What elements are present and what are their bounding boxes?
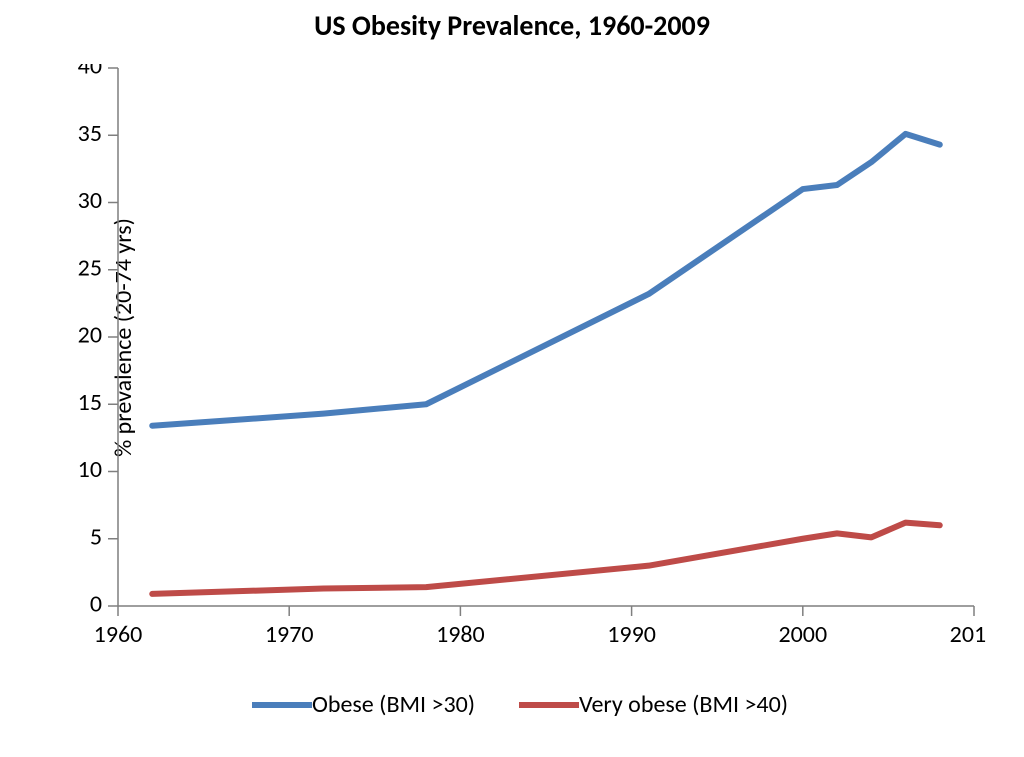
y-tick-label: 5 xyxy=(90,522,102,551)
x-tick-label: 1960 xyxy=(94,620,143,649)
legend-swatch-0 xyxy=(252,702,312,708)
y-tick-label: 0 xyxy=(90,590,102,619)
x-tick-label: 1980 xyxy=(436,620,485,649)
y-tick-label: 35 xyxy=(78,119,102,148)
x-tick-label: 2010 xyxy=(950,620,986,649)
legend-swatch-1 xyxy=(519,702,579,708)
plot-area: 0 5 10 15 20 25 30 35 40 1960 1970 1980 1990 2000 2010 xyxy=(48,64,986,656)
y-tick-label: 40 xyxy=(78,64,102,81)
x-tick-label: 1970 xyxy=(265,620,314,649)
x-tick-label: 2000 xyxy=(778,620,827,649)
series-line-1 xyxy=(152,523,940,594)
legend-item-0: Obese (BMI >30) xyxy=(252,690,475,719)
y-tick-label: 15 xyxy=(78,388,102,417)
y-tick-label: 30 xyxy=(78,186,102,215)
y-tick-label: 25 xyxy=(78,253,102,282)
chart-container: US Obesity Prevalence, 1960-2009 % preva… xyxy=(0,0,1024,757)
y-tick-label: 10 xyxy=(78,455,102,484)
legend-item-1: Very obese (BMI >40) xyxy=(519,690,788,719)
series-line-0 xyxy=(152,134,940,426)
legend-label-0: Obese (BMI >30) xyxy=(312,690,475,719)
y-tick-label: 20 xyxy=(78,321,102,350)
x-tick-label: 1990 xyxy=(607,620,656,649)
chart-title: US Obesity Prevalence, 1960-2009 xyxy=(0,8,1024,43)
legend: Obese (BMI >30) Very obese (BMI >40) xyxy=(170,690,870,719)
legend-label-1: Very obese (BMI >40) xyxy=(579,690,788,719)
